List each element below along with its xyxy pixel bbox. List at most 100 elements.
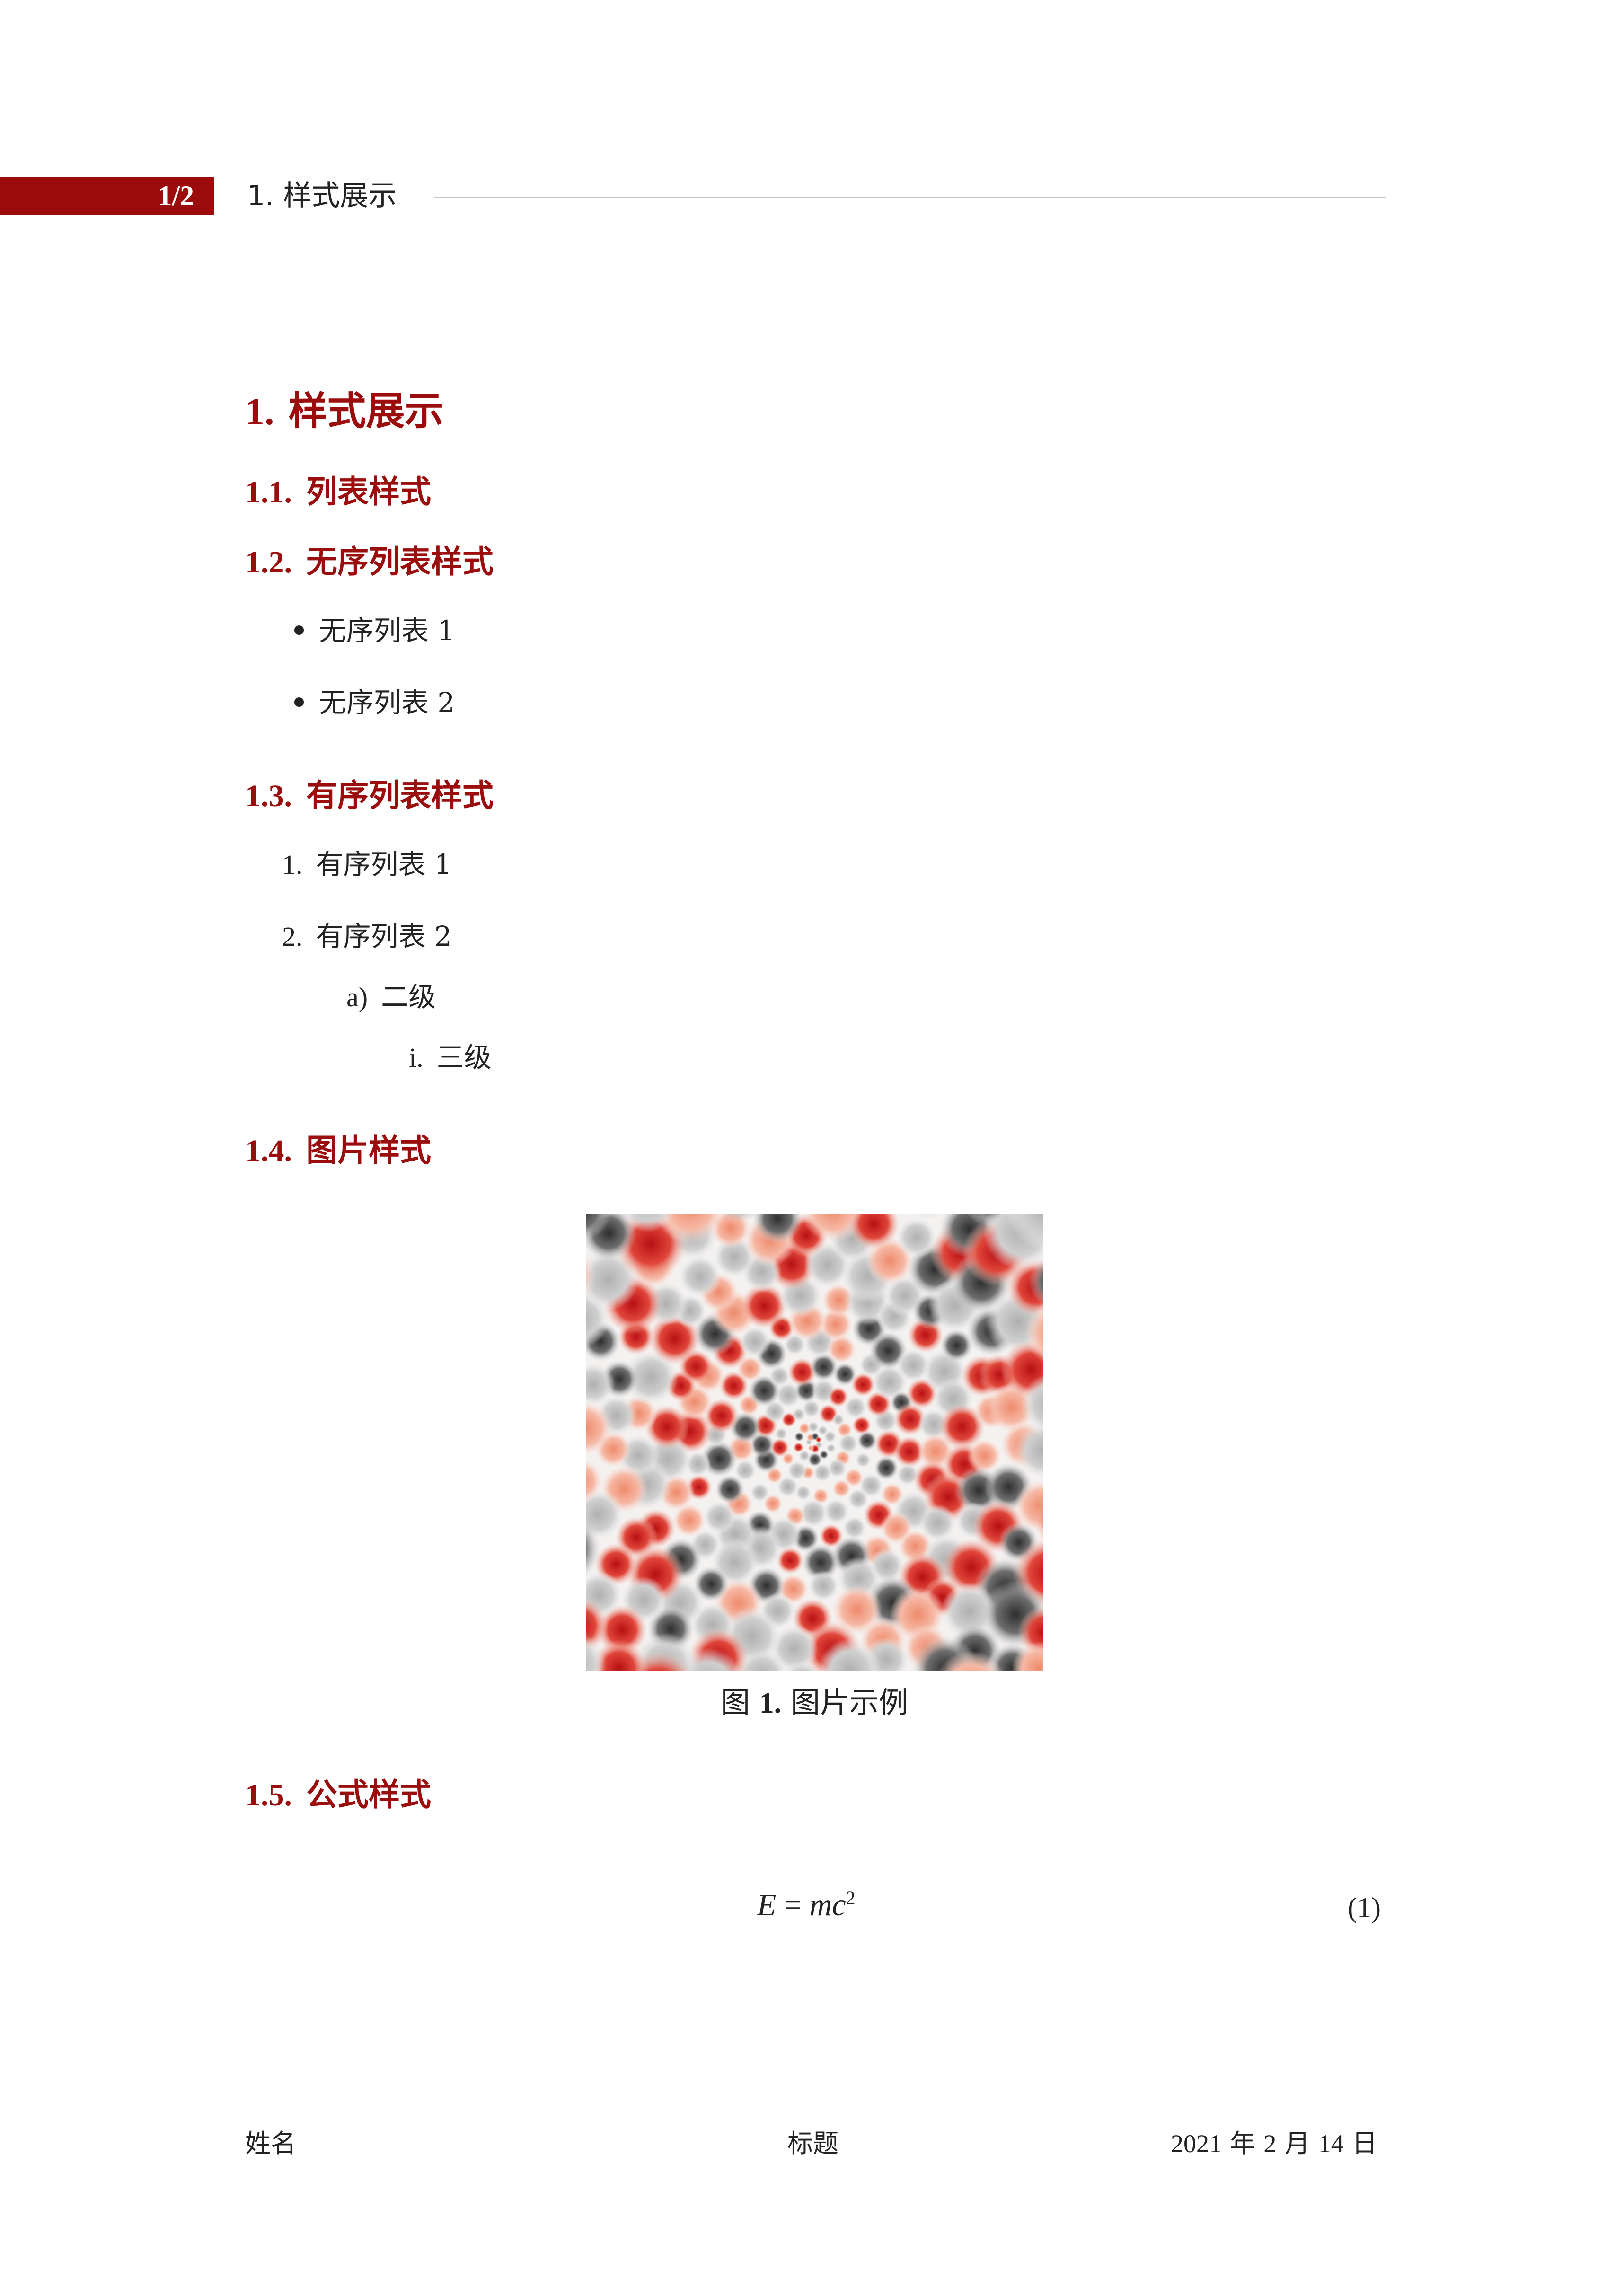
subsection-number: 1.4. bbox=[245, 1134, 292, 1168]
subsection-title: 列表样式 bbox=[306, 474, 431, 510]
pattern-spot bbox=[874, 1455, 899, 1480]
list-item: 无序列表 2 bbox=[294, 680, 455, 720]
bullet-icon bbox=[294, 625, 304, 635]
pattern-spot bbox=[809, 1353, 838, 1381]
pattern-spot bbox=[586, 1214, 611, 1240]
pattern-spot bbox=[818, 1638, 881, 1671]
bullet-icon bbox=[294, 697, 304, 707]
list-item-level2: a) 二级 bbox=[346, 975, 436, 1014]
pattern-spot bbox=[802, 1399, 821, 1418]
pattern-spot bbox=[735, 1648, 788, 1671]
pattern-spot bbox=[847, 1214, 900, 1250]
pattern-spot bbox=[739, 1326, 771, 1358]
pattern-spot bbox=[851, 1372, 875, 1397]
interference-pattern-image bbox=[586, 1214, 1043, 1671]
pattern-spot bbox=[679, 1255, 722, 1298]
list-item: 1. 有序列表 1 bbox=[282, 842, 452, 882]
list-item-text: 无序列表 2 bbox=[319, 686, 455, 719]
subsection-heading-ordered: 1.3. 有序列表样式 bbox=[245, 770, 494, 816]
pattern-spot bbox=[703, 1500, 736, 1534]
pattern-spot bbox=[852, 1416, 872, 1435]
pattern-spot bbox=[799, 1498, 828, 1528]
pattern-spot bbox=[838, 1433, 859, 1454]
equation-exponent: 2 bbox=[846, 1887, 856, 1909]
list-item-text: 有序列表 2 bbox=[316, 920, 452, 952]
pattern-spot bbox=[620, 1214, 675, 1232]
equation-lhs: E bbox=[757, 1888, 777, 1922]
pattern-spot bbox=[1034, 1498, 1043, 1543]
pattern-spot bbox=[777, 1476, 799, 1498]
page-indicator: 1/2 bbox=[158, 180, 194, 211]
pattern-spot bbox=[1015, 1422, 1043, 1479]
pattern-spot bbox=[857, 1430, 877, 1451]
equation-equals: = bbox=[784, 1888, 802, 1922]
pattern-spot bbox=[775, 1427, 788, 1440]
caption-prefix: 图 bbox=[721, 1685, 750, 1720]
pattern-spot bbox=[784, 1660, 821, 1671]
section-heading-main: 1. 样式展示 bbox=[245, 379, 444, 436]
subsection-title: 图片样式 bbox=[306, 1132, 431, 1169]
footer-date-day-unit: 日 bbox=[1351, 2129, 1377, 2158]
pattern-spot bbox=[826, 1443, 836, 1453]
pattern-spot bbox=[1024, 1303, 1043, 1363]
example-figure bbox=[586, 1214, 1043, 1671]
footer-title: 标题 bbox=[787, 2129, 838, 2158]
pattern-spot bbox=[750, 1482, 770, 1503]
list-marker: 1. bbox=[282, 849, 303, 880]
section-number: 1. bbox=[245, 390, 274, 433]
pattern-spot bbox=[808, 1570, 839, 1602]
pattern-spot bbox=[715, 1474, 745, 1504]
pattern-spot bbox=[823, 1498, 850, 1525]
list-marker: 2. bbox=[282, 921, 303, 952]
subsection-number: 1.1. bbox=[245, 475, 292, 510]
caption-text: 图片示例 bbox=[790, 1685, 908, 1720]
pattern-spot bbox=[798, 1422, 811, 1434]
pattern-spot bbox=[586, 1575, 588, 1596]
pattern-spot bbox=[798, 1450, 811, 1462]
pattern-spot bbox=[586, 1252, 596, 1299]
list-marker: i. bbox=[409, 1042, 424, 1073]
pattern-spot bbox=[787, 1460, 807, 1481]
pattern-spot bbox=[808, 1445, 814, 1451]
pattern-spot bbox=[623, 1350, 679, 1405]
pattern-spot bbox=[1021, 1375, 1043, 1434]
pattern-spot bbox=[586, 1363, 615, 1407]
pattern-spot bbox=[1011, 1641, 1043, 1671]
list-item-text: 有序列表 1 bbox=[316, 848, 452, 880]
pattern-spot bbox=[937, 1650, 1005, 1671]
list-item-text: 无序列表 1 bbox=[319, 615, 455, 647]
caption-number: 1. bbox=[759, 1687, 782, 1719]
list-item: 无序列表 1 bbox=[294, 608, 455, 648]
pattern-spot bbox=[815, 1436, 822, 1443]
footer-date-year: 2021 bbox=[1171, 2129, 1222, 2158]
pattern-spot bbox=[787, 1357, 817, 1387]
pattern-spot bbox=[844, 1468, 864, 1487]
header-section-title: 1. 样式展示 bbox=[247, 179, 397, 212]
pattern-spot bbox=[940, 1329, 973, 1362]
list-item-level3: i. 三级 bbox=[409, 1035, 492, 1075]
pattern-spot bbox=[842, 1516, 866, 1540]
figure-caption: 图 1. 图片示例 bbox=[586, 1679, 1043, 1721]
pattern-spot bbox=[586, 1520, 601, 1578]
pattern-spot bbox=[832, 1479, 851, 1498]
pattern-spot bbox=[823, 1430, 837, 1443]
list-item-text: 二级 bbox=[381, 981, 436, 1013]
subsection-heading-formula: 1.5. 公式样式 bbox=[245, 1769, 431, 1815]
pattern-spot bbox=[703, 1398, 739, 1434]
pattern-spot bbox=[776, 1547, 804, 1575]
pattern-spot bbox=[855, 1452, 871, 1468]
subsection-heading-image: 1.4. 图片样式 bbox=[245, 1125, 431, 1170]
subsection-number: 1.5. bbox=[245, 1778, 292, 1812]
pattern-spot bbox=[586, 1634, 607, 1671]
pattern-spot bbox=[918, 1504, 956, 1542]
pattern-spot bbox=[768, 1365, 790, 1387]
pattern-spot bbox=[586, 1489, 624, 1540]
pattern-spot bbox=[653, 1214, 726, 1244]
subsection-heading-unordered: 1.2. 无序列表样式 bbox=[245, 537, 494, 582]
footer-author: 姓名 bbox=[245, 2129, 296, 2158]
list-marker: a) bbox=[346, 982, 368, 1012]
page-tab bbox=[0, 177, 214, 215]
pattern-spot bbox=[1037, 1667, 1043, 1671]
pattern-spot bbox=[967, 1438, 1002, 1473]
footer-date: 2021 年 2 月 14 日 bbox=[1171, 2122, 1377, 2160]
